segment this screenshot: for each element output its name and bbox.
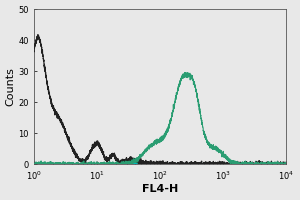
Y-axis label: Counts: Counts — [6, 67, 16, 106]
X-axis label: FL4-H: FL4-H — [142, 184, 178, 194]
